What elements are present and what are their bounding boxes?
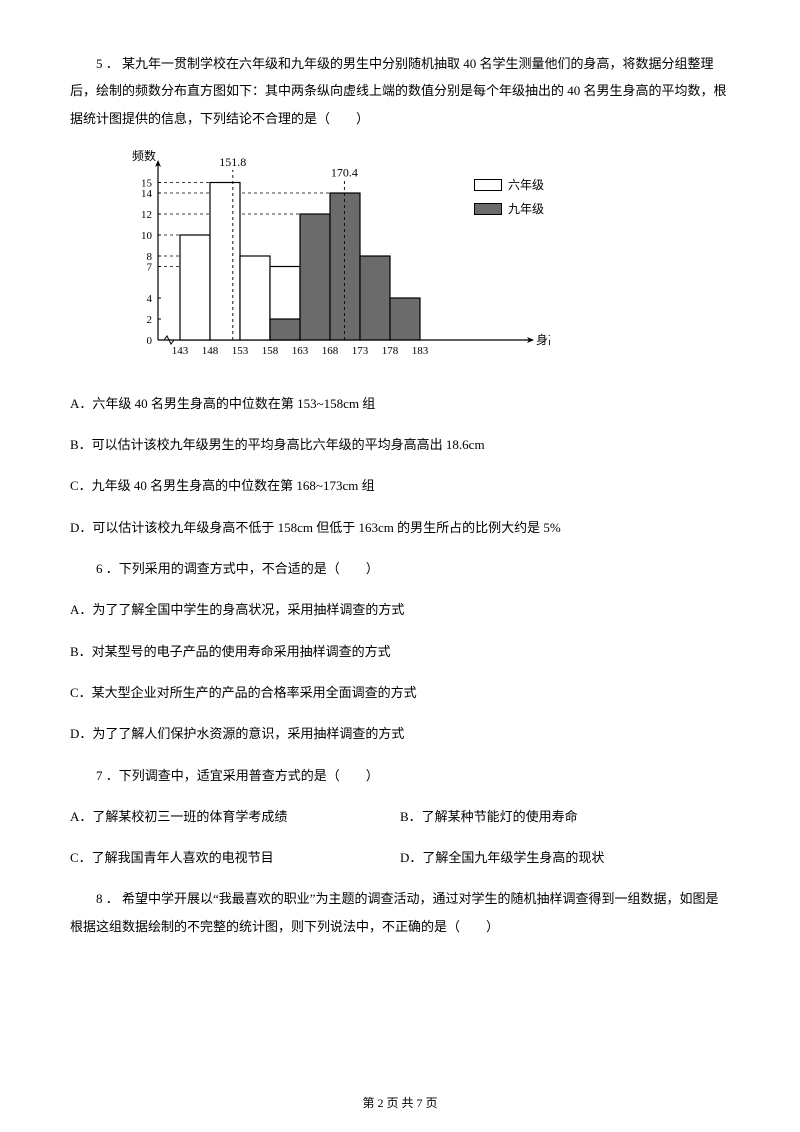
svg-text:151.8: 151.8 bbox=[219, 155, 246, 169]
q7-opt-C: C．了解我国青年人喜欢的电视节目 bbox=[70, 844, 400, 871]
svg-text:12: 12 bbox=[141, 209, 152, 221]
legend-label-6: 六年级 bbox=[508, 176, 544, 194]
svg-text:153: 153 bbox=[232, 345, 249, 357]
svg-text:183: 183 bbox=[412, 345, 429, 357]
q7-stem: 7 ．下列调查中，适宜采用普查方式的是（ ） bbox=[70, 762, 730, 789]
q7-opt-B: B．了解某种节能灯的使用寿命 bbox=[400, 803, 730, 830]
svg-text:163: 163 bbox=[292, 345, 309, 357]
q5-opt-C: C．九年级 40 名男生身高的中位数在第 168~173cm 组 bbox=[70, 472, 730, 499]
q6-opt-D: D．为了了解人们保护水资源的意识，采用抽样调查的方式 bbox=[70, 720, 730, 747]
svg-text:7: 7 bbox=[147, 261, 153, 273]
q6-opt-C: C．某大型企业对所生产的产品的合格率采用全面调查的方式 bbox=[70, 679, 730, 706]
svg-text:158: 158 bbox=[262, 345, 279, 357]
svg-text:178: 178 bbox=[382, 345, 399, 357]
q6-opt-B: B．对某型号的电子产品的使用寿命采用抽样调查的方式 bbox=[70, 638, 730, 665]
legend-swatch-9 bbox=[474, 203, 502, 215]
q7-opt-D: D．了解全国九年级学生身高的现状 bbox=[400, 844, 730, 871]
q8-stem: 8 ． 希望中学开展以“我最喜欢的职业”为主题的调查活动，通过对学生的随机抽样调… bbox=[70, 885, 730, 940]
q5-opt-B: B．可以估计该校九年级男生的平均身高比六年级的平均身高高出 18.6cm bbox=[70, 431, 730, 458]
page-footer: 第 2 页 共 7 页 bbox=[0, 1094, 800, 1112]
svg-text:8: 8 bbox=[147, 251, 153, 263]
svg-text:10: 10 bbox=[141, 230, 153, 242]
legend-label-9: 九年级 bbox=[508, 200, 544, 218]
q5-opt-D: D．可以估计该校九年级身高不低于 158cm 但低于 163cm 的男生所占的比… bbox=[70, 514, 730, 541]
svg-text:4: 4 bbox=[147, 293, 153, 305]
svg-text:14: 14 bbox=[141, 188, 153, 200]
chart-legend: 六年级 九年级 bbox=[474, 176, 544, 224]
q6-stem: 6 ．下列采用的调查方式中，不合适的是（ ） bbox=[70, 555, 730, 582]
q5-opt-A: A．六年级 40 名男生身高的中位数在第 153~158cm 组 bbox=[70, 390, 730, 417]
svg-text:2: 2 bbox=[147, 314, 153, 326]
svg-text:173: 173 bbox=[352, 345, 369, 357]
q5-chart: 频数身高/cm 0 2 4 78 10 12 1415 143 148 153 158 163 168 17… bbox=[110, 150, 730, 370]
q5-stem: 5 ． 某九年一贯制学校在六年级和九年级的男生中分别随机抽取 40 名学生测量他… bbox=[70, 50, 730, 132]
svg-text:频数: 频数 bbox=[132, 150, 156, 163]
svg-text:15: 15 bbox=[141, 177, 153, 189]
svg-text:168: 168 bbox=[322, 345, 339, 357]
svg-text:170.4: 170.4 bbox=[331, 165, 358, 179]
svg-text:0: 0 bbox=[147, 335, 153, 347]
q6-opt-A: A．为了了解全国中学生的身高状况，采用抽样调查的方式 bbox=[70, 596, 730, 623]
svg-text:身高/cm: 身高/cm bbox=[536, 332, 550, 347]
svg-text:148: 148 bbox=[202, 345, 219, 357]
q7-opt-A: A．了解某校初三一班的体育学考成绩 bbox=[70, 803, 400, 830]
legend-swatch-6 bbox=[474, 179, 502, 191]
svg-text:143: 143 bbox=[172, 345, 189, 357]
